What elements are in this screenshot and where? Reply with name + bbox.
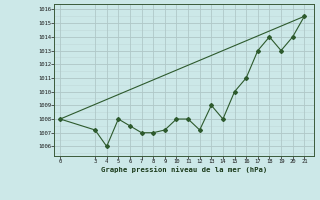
X-axis label: Graphe pression niveau de la mer (hPa): Graphe pression niveau de la mer (hPa) — [101, 166, 267, 173]
